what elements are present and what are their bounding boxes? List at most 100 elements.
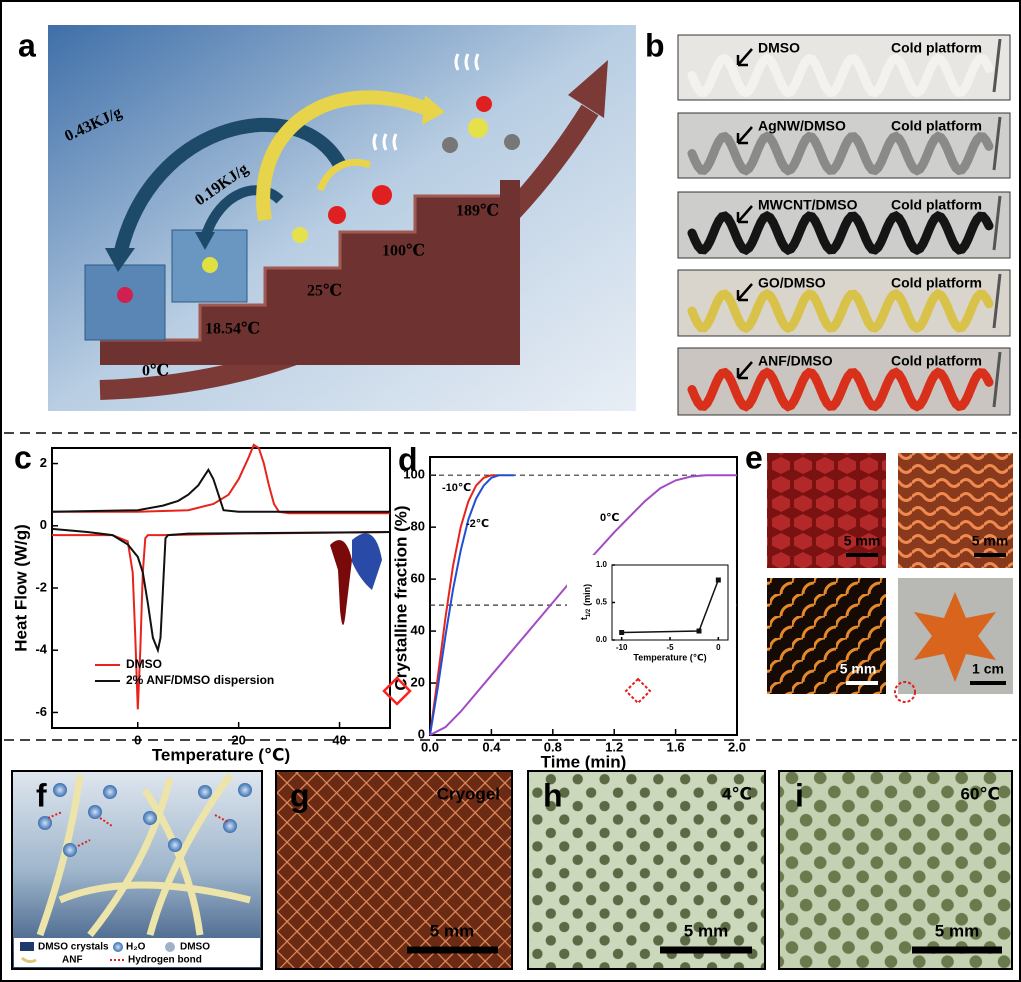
label-part: (min) bbox=[582, 584, 592, 606]
x-tick-label: 0 bbox=[716, 643, 721, 652]
pointer-arrow bbox=[736, 361, 753, 380]
ink-label: ANF/DMSO bbox=[758, 353, 833, 369]
y-tick-label: 20 bbox=[411, 674, 425, 689]
marker bbox=[619, 630, 625, 635]
x-tick-label: -5 bbox=[666, 643, 674, 652]
arrow bbox=[316, 158, 372, 192]
temperature-label: 25℃ bbox=[307, 283, 342, 300]
highlight bbox=[894, 681, 916, 703]
pointer-arrow bbox=[736, 48, 753, 67]
panel-label: h bbox=[543, 777, 563, 813]
arrow bbox=[200, 185, 284, 240]
printed-line bbox=[687, 53, 994, 98]
arrowhead bbox=[568, 60, 608, 118]
x-tick-label: 1.2 bbox=[605, 739, 623, 754]
star-print bbox=[914, 592, 996, 682]
x-tick-label: 20 bbox=[231, 732, 245, 747]
panel-d: 0.0 0.4 0.8 1.2 1.6 2.0 0 20 40 60 80 100 Time (min)… bbox=[391, 456, 746, 771]
legend-swatch bbox=[20, 942, 34, 951]
y-tick-label: -4 bbox=[35, 642, 47, 657]
series-label: -2℃ bbox=[466, 518, 489, 530]
atom bbox=[442, 137, 458, 153]
needle bbox=[992, 273, 1002, 329]
y-axis-label: Heat Flow (W/g) bbox=[11, 524, 30, 651]
panel-h: 4℃ 5 mm bbox=[527, 677, 766, 970]
x-tick-label: 0 bbox=[134, 732, 141, 747]
series-label: 0℃ bbox=[600, 512, 619, 524]
y-tick-label: 0.5 bbox=[596, 598, 608, 607]
needle bbox=[992, 351, 1002, 408]
atom bbox=[328, 206, 346, 224]
label-part: t bbox=[579, 617, 589, 620]
arrow bbox=[113, 117, 347, 257]
pointer-arrow bbox=[736, 205, 753, 224]
legend-label: ANF bbox=[62, 955, 83, 966]
legend-swatch bbox=[21, 956, 37, 964]
temperature-label: 0℃ bbox=[142, 363, 169, 380]
panel-label: a bbox=[18, 27, 36, 63]
y-tick-label: 1.0 bbox=[596, 560, 608, 569]
legend-label: DMSO crystals bbox=[38, 942, 109, 953]
platform-label: Cold platform bbox=[891, 197, 982, 213]
panel-a: 0.43KJ/g 0.19KJ/g 0℃ 18.54℃ 25℃ 100℃ 189… bbox=[48, 25, 636, 411]
photo bbox=[898, 453, 1013, 568]
scale-label: 5 mm bbox=[840, 661, 877, 677]
atom bbox=[476, 96, 492, 112]
atom bbox=[292, 227, 308, 243]
arrowhead bbox=[105, 248, 135, 272]
x-tick-label: 0.4 bbox=[482, 739, 501, 754]
y-tick-label: -2 bbox=[35, 579, 47, 594]
ink-label: MWCNT/DMSO bbox=[758, 197, 858, 213]
x-axis-label: Temperature (℃) bbox=[633, 652, 706, 662]
x-axis-label: Time (min) bbox=[541, 752, 627, 771]
condition-label: Cryogel bbox=[437, 784, 500, 803]
platform-label: Cold platform bbox=[891, 118, 982, 134]
platform-label: Cold platform bbox=[891, 275, 982, 291]
legend-box bbox=[14, 938, 260, 967]
legend-label: DMSO bbox=[180, 942, 210, 953]
y-axis-label: Crystalline fraction (%) bbox=[391, 505, 410, 690]
y-tick-label: 80 bbox=[411, 519, 425, 534]
photo bbox=[767, 453, 886, 568]
x-tick-label: 0.0 bbox=[421, 739, 439, 754]
y-tick-label: 60 bbox=[411, 571, 425, 586]
photo bbox=[767, 578, 886, 694]
atom bbox=[504, 134, 520, 150]
scale-label: 5 mm bbox=[430, 921, 474, 940]
photo bbox=[778, 770, 1013, 970]
scale-label: 5 mm bbox=[844, 533, 881, 549]
panel-i: 60℃ 5 mm bbox=[778, 681, 1013, 970]
y-tick-label: 40 bbox=[411, 623, 425, 638]
marker bbox=[715, 577, 721, 583]
panel-f: DMSO crystals H₂O DMSO ANF Hydrogen bond bbox=[11, 770, 263, 970]
series-label: -10℃ bbox=[442, 482, 471, 494]
temperature-label: 100℃ bbox=[382, 243, 425, 260]
legend-label: DMSO bbox=[126, 657, 162, 671]
legend-swatch bbox=[113, 942, 123, 952]
x-tick-label: 2.0 bbox=[728, 739, 746, 754]
printed-line bbox=[687, 210, 994, 256]
atom bbox=[372, 185, 392, 205]
arrow bbox=[256, 90, 433, 222]
heat-waves bbox=[372, 53, 480, 151]
inset-background bbox=[567, 555, 735, 663]
molecule bbox=[202, 257, 218, 273]
atom bbox=[468, 118, 488, 138]
x-tick-label: -10 bbox=[616, 643, 628, 652]
printed-line bbox=[687, 288, 994, 334]
arrowhead bbox=[195, 232, 215, 250]
series-line bbox=[429, 474, 737, 736]
printed-line bbox=[687, 367, 994, 412]
panel-label: i bbox=[795, 777, 804, 813]
molecule bbox=[117, 287, 133, 303]
label-part: 1/2 bbox=[586, 608, 592, 617]
y-tick-label: -6 bbox=[35, 704, 47, 719]
temperature-label: 18.54℃ bbox=[205, 321, 260, 338]
condition-label: 4℃ bbox=[722, 784, 752, 803]
scale-label: 5 mm bbox=[972, 533, 1009, 549]
legend-label: H₂O bbox=[126, 942, 146, 953]
needle bbox=[992, 116, 1002, 171]
panel-g: Cryogel 5 mm bbox=[275, 676, 513, 970]
